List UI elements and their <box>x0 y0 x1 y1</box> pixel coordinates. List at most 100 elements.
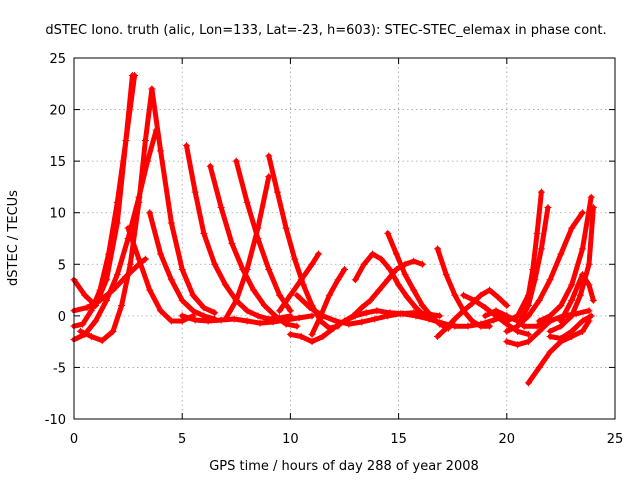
series-arc-12 <box>265 152 342 332</box>
series-line <box>233 158 293 314</box>
data-point <box>535 327 543 335</box>
data-point <box>520 322 528 330</box>
data-point <box>167 219 175 227</box>
x-tick-label: 25 <box>607 432 624 447</box>
data-point <box>384 229 392 237</box>
data-point <box>191 188 199 196</box>
series-arc-35 <box>557 271 597 325</box>
data-point <box>291 255 299 263</box>
data-point <box>87 332 95 340</box>
data-point <box>537 188 545 196</box>
data-point <box>524 330 532 338</box>
series-arc-22 <box>373 307 511 330</box>
data-point <box>503 317 511 325</box>
data-point <box>436 312 444 320</box>
data-point <box>557 335 565 343</box>
y-tick-label: -10 <box>45 413 66 428</box>
data-point <box>243 307 251 315</box>
y-axis-label: dSTEC / TECUs <box>6 190 21 286</box>
series-arc-19 <box>351 250 429 320</box>
data-point <box>124 224 132 232</box>
data-point <box>286 291 294 299</box>
data-point <box>293 322 301 330</box>
data-point <box>585 281 593 289</box>
plot-frame <box>73 57 616 420</box>
data-point <box>576 291 584 299</box>
data-point <box>490 316 498 324</box>
data-point <box>178 312 186 320</box>
data-point <box>514 322 522 330</box>
data-point <box>146 209 154 217</box>
data-point <box>477 291 485 299</box>
data-point <box>286 330 294 338</box>
data-point <box>434 245 442 253</box>
series-line <box>435 246 492 329</box>
data-point <box>189 307 197 315</box>
data-point <box>418 260 426 268</box>
data-point <box>183 142 191 150</box>
series-line <box>71 73 138 329</box>
data-point <box>392 250 400 258</box>
data-point <box>217 204 225 212</box>
data-point <box>425 315 433 323</box>
data-point <box>79 320 87 328</box>
data-point <box>341 265 348 273</box>
data-point <box>113 271 121 279</box>
data-point <box>157 147 165 155</box>
data-point <box>568 312 576 320</box>
data-point <box>544 204 552 212</box>
data-point <box>568 224 576 232</box>
data-point <box>392 265 400 273</box>
data-point <box>587 193 595 201</box>
data-point <box>503 327 511 335</box>
data-point <box>317 312 325 320</box>
series-line <box>342 258 425 324</box>
data-point <box>232 296 240 304</box>
series-arc-31 <box>514 209 587 330</box>
series-arc-20 <box>341 257 426 325</box>
data-point <box>295 314 303 322</box>
data-point <box>585 307 593 315</box>
data-point <box>276 291 284 299</box>
data-point <box>492 312 500 320</box>
data-point <box>524 302 532 310</box>
data-point <box>568 327 576 335</box>
data-point <box>76 327 84 335</box>
x-tick-labels: 0 5 10 15 20 25 <box>70 432 623 447</box>
series-arc-33 <box>535 193 595 325</box>
data-point <box>514 312 522 320</box>
data-point <box>118 302 126 310</box>
data-point <box>332 317 340 325</box>
data-point <box>358 304 366 312</box>
data-point <box>442 271 450 279</box>
data-point <box>537 245 545 253</box>
data-point <box>221 281 229 289</box>
data-point <box>297 276 305 284</box>
data-point <box>256 319 264 327</box>
data-point <box>265 152 273 160</box>
data-point <box>579 327 587 335</box>
data-point <box>468 317 476 325</box>
data-point <box>157 307 165 315</box>
data-point <box>146 286 154 294</box>
data-point <box>319 332 327 340</box>
data-point <box>141 255 149 263</box>
data-point <box>503 338 511 346</box>
data-point <box>557 302 565 310</box>
data-point <box>412 312 420 320</box>
y-tick-label: 15 <box>49 155 66 170</box>
series-arc-36 <box>546 312 595 343</box>
data-point <box>438 319 446 327</box>
data-point <box>83 304 91 312</box>
data-point <box>369 250 377 258</box>
data-point <box>211 309 219 317</box>
data-point <box>579 317 587 325</box>
data-point <box>585 260 593 268</box>
data-point <box>308 312 316 320</box>
data-point <box>334 276 342 284</box>
data-point <box>451 315 459 323</box>
data-point <box>330 324 338 332</box>
data-point <box>81 291 89 299</box>
data-point <box>178 265 186 273</box>
data-point <box>87 307 95 315</box>
